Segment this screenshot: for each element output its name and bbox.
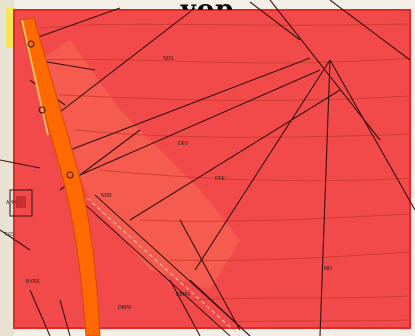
marker-circle[interactable] xyxy=(27,40,35,48)
side-label-ahh: AHH xyxy=(6,200,17,206)
marker-circle[interactable] xyxy=(66,171,74,179)
parcel-label-nds: NDS xyxy=(163,56,174,62)
road-corridor xyxy=(79,194,251,336)
left-parcel[interactable] xyxy=(9,189,33,217)
parcel-label-ndb: NDB xyxy=(101,193,112,199)
parcel-label-dev: DEV xyxy=(178,141,189,147)
side-label-txd: TXD xyxy=(4,232,14,238)
left-parcel-inner xyxy=(16,196,26,208)
lighter-wash-area xyxy=(40,40,240,290)
parcel-label-md: MD xyxy=(324,266,332,272)
contour-lines xyxy=(39,23,411,323)
page-heading-fragment: yop xyxy=(0,0,415,10)
parcel-label-dbpn: DBPN xyxy=(176,292,190,298)
yellow-marker xyxy=(6,8,16,48)
parcel-label-dbpk: DBPK xyxy=(118,305,132,311)
river-highlight xyxy=(21,19,49,136)
parcel-label-byrs: BYRS xyxy=(26,279,40,285)
parcel-label-dfe: DFE xyxy=(215,176,225,182)
map-margin-left xyxy=(0,0,14,336)
marker-circle[interactable] xyxy=(38,106,46,114)
